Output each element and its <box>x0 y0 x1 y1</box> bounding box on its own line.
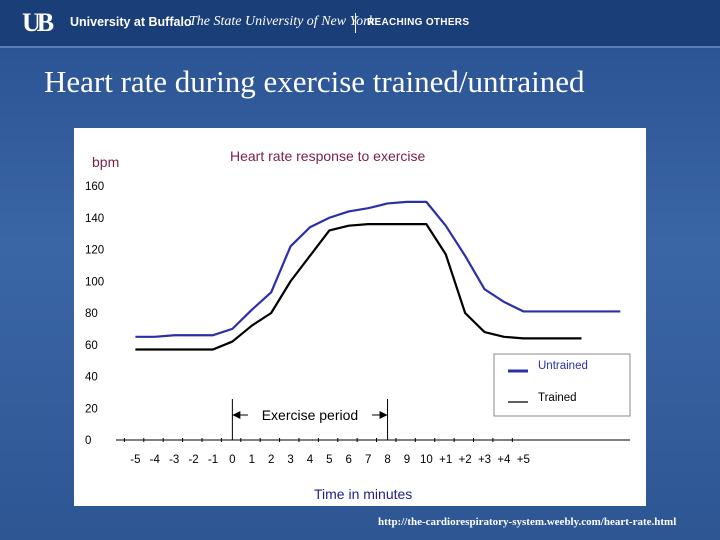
series-line-untrained <box>135 200 621 338</box>
chart-legend: Untrained Trained <box>493 353 631 417</box>
x-tick-label: 4 <box>307 454 314 466</box>
x-tick-label: 5 <box>326 454 332 466</box>
chart-series <box>135 200 621 351</box>
ub-logo: UB <box>22 8 54 37</box>
exercise-period-annotation: Exercise period <box>231 399 389 440</box>
y-tick-label: 80 <box>85 308 98 320</box>
x-tick-label: 10 <box>420 454 433 466</box>
arrowhead-right <box>379 411 388 419</box>
source-citation: http://the-cardiorespiratory-system.weeb… <box>378 516 677 528</box>
x-tick-label: 0 <box>229 454 235 466</box>
x-tick-label: +3 <box>478 454 491 466</box>
x-tick-label: +2 <box>459 454 472 466</box>
x-tick-label: 3 <box>287 454 293 466</box>
chart-panel: Heart rate response to exercise bpm Time… <box>74 128 646 506</box>
legend-label-trained: Trained <box>538 392 577 404</box>
x-tick-label: 6 <box>346 454 352 466</box>
y-tick-label: 40 <box>85 372 98 384</box>
chart-title: Heart rate response to exercise <box>230 148 426 164</box>
x-tick-label: 2 <box>268 454 274 466</box>
x-tick-label: 7 <box>365 454 371 466</box>
legend-box <box>493 353 631 417</box>
x-tick-label: -2 <box>188 454 198 466</box>
y-tick-label: 20 <box>85 403 98 415</box>
x-tick-label: -3 <box>169 454 179 466</box>
header-bar: UB University at Buffalo The State Unive… <box>0 0 720 48</box>
university-name: University at Buffalo <box>70 15 192 29</box>
x-tick-label: +5 <box>517 454 530 466</box>
x-tick-label: -5 <box>130 454 140 466</box>
y-tick-label: 120 <box>85 245 104 257</box>
arrowhead-left <box>232 411 241 419</box>
y-tick-label: 60 <box>85 340 98 352</box>
x-tick-label: 8 <box>384 454 390 466</box>
y-tick-label: 100 <box>85 276 104 288</box>
chart-axes: 0 20 40 60 80 100 120 140 160 -5 -4 -3 -2 -1 0 1 2 3 4 5 6 7 8… <box>85 181 630 466</box>
x-tick-label: -4 <box>150 454 161 466</box>
y-tick-label: 0 <box>85 435 91 447</box>
header-divider <box>355 13 356 33</box>
y-tick-label: 160 <box>85 181 104 193</box>
slide-title: Heart rate during exercise trained/untra… <box>44 64 585 99</box>
x-tick-label: 1 <box>249 454 255 466</box>
legend-label-untrained: Untrained <box>538 360 588 372</box>
x-axis-label: Time in minutes <box>314 486 412 502</box>
series-line-trained <box>135 222 582 351</box>
heart-rate-chart: Heart rate response to exercise bpm Time… <box>85 148 631 502</box>
x-tick-label: +4 <box>497 454 511 466</box>
x-tick-label: -1 <box>208 454 218 466</box>
y-axis-label: bpm <box>92 154 119 170</box>
university-subtitle: The State University of New York <box>189 14 375 29</box>
y-tick-label: 140 <box>85 213 104 225</box>
exercise-period-label: Exercise period <box>262 407 359 423</box>
x-tick-label: 9 <box>404 454 410 466</box>
x-tick-label: +1 <box>439 454 452 466</box>
tagline: REACHING OTHERS <box>367 17 470 28</box>
